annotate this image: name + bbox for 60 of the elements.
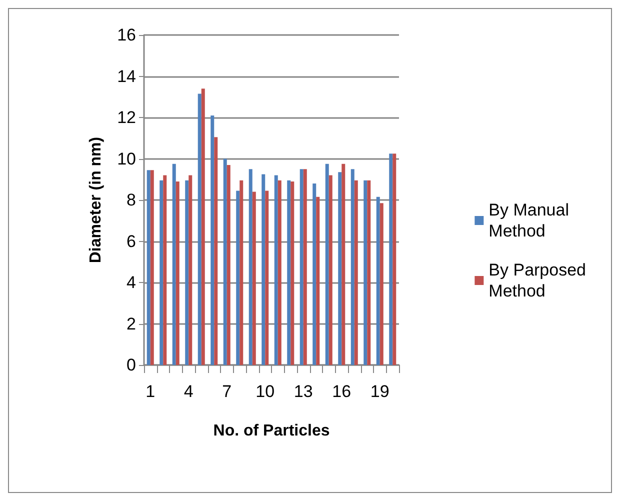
bar bbox=[201, 88, 205, 365]
y-tick-label: 0 bbox=[126, 356, 136, 374]
bar bbox=[303, 169, 307, 365]
bar bbox=[325, 164, 329, 365]
x-tick-label: 16 bbox=[332, 382, 352, 401]
bar bbox=[210, 115, 214, 365]
bar bbox=[252, 192, 256, 365]
y-axis-title: Diameter (in nm) bbox=[88, 136, 104, 264]
bar bbox=[389, 154, 393, 365]
bar bbox=[342, 164, 346, 365]
bar bbox=[290, 181, 294, 365]
bar bbox=[316, 196, 320, 365]
bar bbox=[223, 158, 227, 365]
bar bbox=[176, 181, 180, 365]
y-tick-label: 6 bbox=[126, 232, 136, 251]
bar bbox=[312, 184, 316, 365]
bar bbox=[188, 175, 192, 365]
bar bbox=[364, 180, 368, 365]
bar bbox=[236, 190, 240, 365]
bar bbox=[150, 170, 154, 365]
bar bbox=[300, 169, 304, 365]
y-tick-label: 8 bbox=[126, 190, 136, 210]
y-tick-label: 16 bbox=[117, 26, 136, 44]
bar bbox=[278, 180, 282, 365]
bar bbox=[163, 175, 167, 365]
y-tick-label: 4 bbox=[126, 273, 136, 292]
x-axis-title: No. of Particles bbox=[213, 422, 330, 440]
x-tick-label: 10 bbox=[256, 382, 275, 401]
bar bbox=[380, 203, 384, 365]
bar bbox=[248, 169, 252, 365]
bar bbox=[367, 180, 371, 365]
bar bbox=[274, 175, 278, 365]
bar bbox=[172, 164, 176, 365]
bar bbox=[287, 180, 291, 365]
x-tick-label: 4 bbox=[184, 382, 194, 401]
bar bbox=[392, 154, 396, 365]
bar bbox=[328, 175, 332, 365]
bar bbox=[376, 196, 380, 365]
bar bbox=[146, 170, 150, 365]
legend-label: By Manual Method bbox=[488, 200, 569, 240]
bar bbox=[262, 174, 266, 365]
bar bbox=[350, 169, 354, 365]
bar bbox=[338, 172, 342, 365]
y-tick-label: 12 bbox=[117, 108, 136, 127]
x-tick-label: 19 bbox=[370, 382, 390, 401]
x-tick-label: 13 bbox=[294, 382, 313, 401]
bar bbox=[354, 180, 358, 365]
bar bbox=[198, 94, 202, 365]
bar bbox=[185, 180, 189, 365]
y-tick-label: 14 bbox=[117, 66, 136, 86]
bar bbox=[214, 137, 218, 365]
y-tick-label: 10 bbox=[117, 149, 136, 168]
bar bbox=[226, 164, 230, 365]
x-tick-label: 7 bbox=[222, 382, 232, 401]
bar bbox=[240, 180, 244, 365]
bar bbox=[265, 190, 269, 365]
bar bbox=[160, 180, 164, 365]
y-tick-label: 2 bbox=[126, 314, 136, 334]
legend-label: By Parposed Method bbox=[488, 260, 586, 300]
x-tick-label: 1 bbox=[146, 382, 156, 401]
